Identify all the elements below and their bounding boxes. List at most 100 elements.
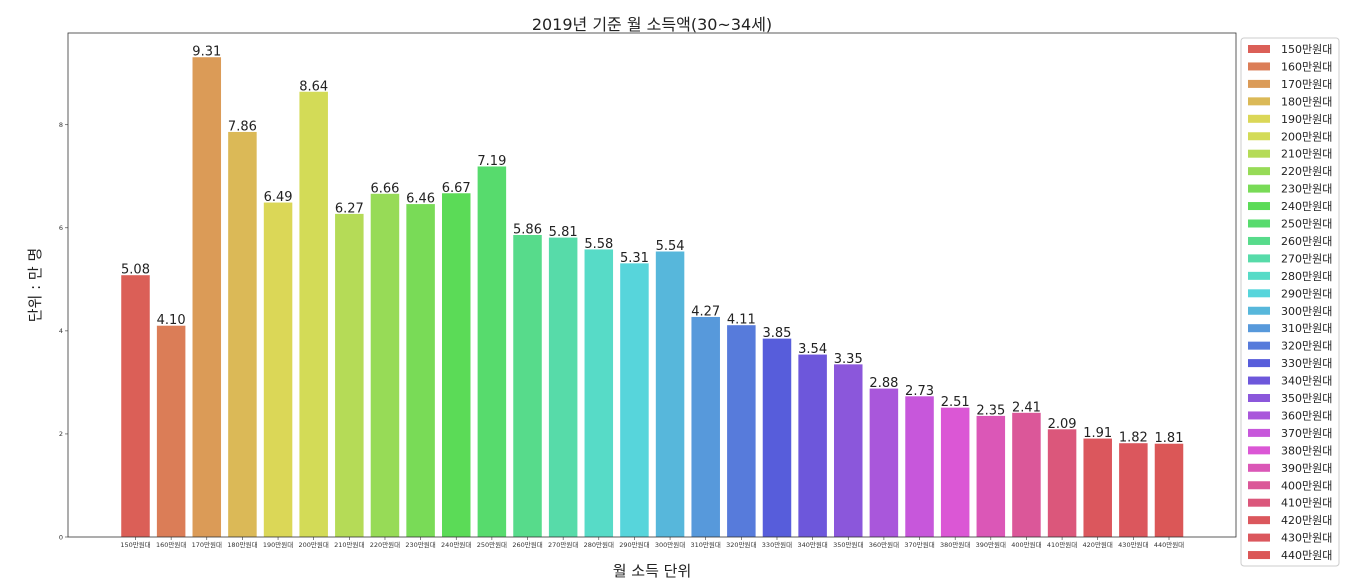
bar-value-label: 9.31 bbox=[192, 45, 221, 60]
bar bbox=[299, 91, 328, 537]
legend-swatch bbox=[1248, 306, 1270, 315]
bar-value-label: 2.73 bbox=[905, 384, 934, 399]
x-tick-label: 220만원대 bbox=[370, 540, 400, 549]
bar bbox=[976, 415, 1006, 537]
bar bbox=[940, 407, 970, 537]
plot-frame bbox=[67, 32, 1237, 538]
bar-value-label: 4.27 bbox=[691, 304, 720, 319]
legend-entry: 400만원대 bbox=[1281, 479, 1332, 492]
legend-swatch bbox=[1248, 149, 1270, 158]
x-tick-label: 170만원대 bbox=[192, 540, 222, 549]
legend-swatch bbox=[1248, 498, 1270, 507]
legend-entry: 310만원대 bbox=[1281, 322, 1332, 335]
x-tick-label: 330만원대 bbox=[762, 540, 792, 549]
legend-entry: 180만원대 bbox=[1281, 95, 1332, 108]
x-tick-label: 350만원대 bbox=[833, 540, 863, 549]
x-tick-label: 260만원대 bbox=[512, 540, 542, 549]
x-tick-label: 150만원대 bbox=[120, 540, 150, 549]
x-tick-label: 290만원대 bbox=[619, 540, 649, 549]
legend-entry: 430만원대 bbox=[1281, 532, 1332, 545]
legend-swatch bbox=[1248, 132, 1270, 141]
bar bbox=[156, 325, 186, 537]
legend-swatch bbox=[1248, 324, 1270, 333]
legend-entry: 260만원대 bbox=[1281, 235, 1332, 248]
bar-value-label: 5.86 bbox=[513, 223, 542, 238]
legend-swatch bbox=[1248, 533, 1270, 542]
bar-value-label: 6.66 bbox=[370, 181, 399, 196]
bar-value-label: 3.35 bbox=[834, 352, 863, 367]
legend-entry: 370만원대 bbox=[1281, 427, 1332, 440]
legend-entry: 210만원대 bbox=[1281, 148, 1332, 161]
bar-value-label: 6.49 bbox=[264, 190, 293, 205]
bar bbox=[869, 388, 899, 537]
y-tick-label: 6 bbox=[59, 224, 63, 232]
x-tick-label: 320만원대 bbox=[726, 540, 756, 549]
x-tick-label: 440만원대 bbox=[1154, 540, 1184, 549]
bar-value-label: 2.51 bbox=[941, 395, 970, 410]
bar-value-label: 4.11 bbox=[727, 313, 756, 328]
bar bbox=[1083, 438, 1112, 537]
x-tick-label: 180만원대 bbox=[227, 540, 257, 549]
x-axis-label: 월 소득 단위 bbox=[613, 562, 692, 580]
legend-swatch bbox=[1248, 551, 1270, 560]
bar bbox=[1154, 443, 1184, 537]
legend: 150만원대 160만원대 170만원대 180만원대 190만원대 200만원대 210만… bbox=[1240, 37, 1340, 567]
bar-value-label: 1.82 bbox=[1119, 431, 1148, 446]
bar-value-label: 8.64 bbox=[299, 79, 328, 94]
bar bbox=[1047, 429, 1077, 537]
chart-title: 2019년 기준 월 소득액(30~34세) bbox=[532, 15, 772, 34]
legend-swatch bbox=[1248, 289, 1270, 298]
x-tick-label: 160만원대 bbox=[156, 540, 186, 549]
y-axis-label: 단위 : 만 명 bbox=[26, 248, 44, 323]
bar-value-label: 1.91 bbox=[1083, 426, 1112, 441]
bar bbox=[620, 263, 649, 537]
bar-value-label: 2.09 bbox=[1048, 417, 1077, 432]
x-tick-label: 250만원대 bbox=[477, 540, 507, 549]
x-tick-label: 310만원대 bbox=[691, 540, 721, 549]
bar bbox=[228, 131, 257, 537]
legend-entry: 410만원대 bbox=[1281, 497, 1332, 510]
x-tick-label: 230만원대 bbox=[405, 540, 435, 549]
x-tick-label: 370만원대 bbox=[904, 540, 934, 549]
legend-swatch bbox=[1248, 481, 1270, 490]
legend-entry: 150만원대 bbox=[1281, 43, 1332, 56]
legend-swatch bbox=[1248, 463, 1270, 472]
legend-swatch bbox=[1248, 167, 1270, 176]
legend-swatch bbox=[1248, 236, 1270, 245]
x-tick-label: 430만원대 bbox=[1118, 540, 1148, 549]
bar bbox=[335, 213, 364, 537]
bar bbox=[263, 202, 293, 538]
legend-swatch bbox=[1248, 428, 1270, 437]
legend-entry: 230만원대 bbox=[1281, 183, 1332, 196]
x-tick-label: 200만원대 bbox=[299, 540, 329, 549]
legend-swatch bbox=[1248, 62, 1270, 71]
bar bbox=[477, 166, 507, 537]
legend-entry: 300만원대 bbox=[1281, 305, 1332, 318]
x-axis: 150만원대 160만원대 170만원대 180만원대 190만원대 200만원대 210만… bbox=[120, 537, 1184, 549]
legend-swatch bbox=[1248, 79, 1270, 88]
bar bbox=[727, 325, 756, 537]
x-tick-label: 400만원대 bbox=[1011, 540, 1041, 549]
bar bbox=[905, 396, 934, 537]
bar bbox=[406, 204, 435, 537]
bar-value-label: 2.35 bbox=[976, 403, 1005, 418]
legend-entry: 190만원대 bbox=[1281, 113, 1332, 126]
legend-swatch bbox=[1248, 114, 1270, 123]
x-tick-label: 390만원대 bbox=[976, 540, 1006, 549]
y-tick-label: 4 bbox=[59, 327, 63, 335]
legend-entry: 330만원대 bbox=[1281, 357, 1332, 370]
legend-swatch bbox=[1248, 516, 1270, 525]
bar-value-label: 5.54 bbox=[656, 239, 685, 254]
bar-value-label: 7.19 bbox=[477, 154, 506, 169]
legend-swatch bbox=[1248, 202, 1270, 211]
x-tick-label: 410만원대 bbox=[1047, 540, 1077, 549]
legend-swatch bbox=[1248, 97, 1270, 106]
bar bbox=[798, 354, 827, 537]
legend-entry: 290만원대 bbox=[1281, 287, 1332, 300]
bar-value-label: 4.10 bbox=[157, 313, 186, 328]
bar-value-label: 2.88 bbox=[869, 376, 898, 391]
y-tick-label: 2 bbox=[59, 430, 63, 438]
bar bbox=[513, 235, 542, 537]
bar-value-label: 3.85 bbox=[763, 326, 792, 341]
